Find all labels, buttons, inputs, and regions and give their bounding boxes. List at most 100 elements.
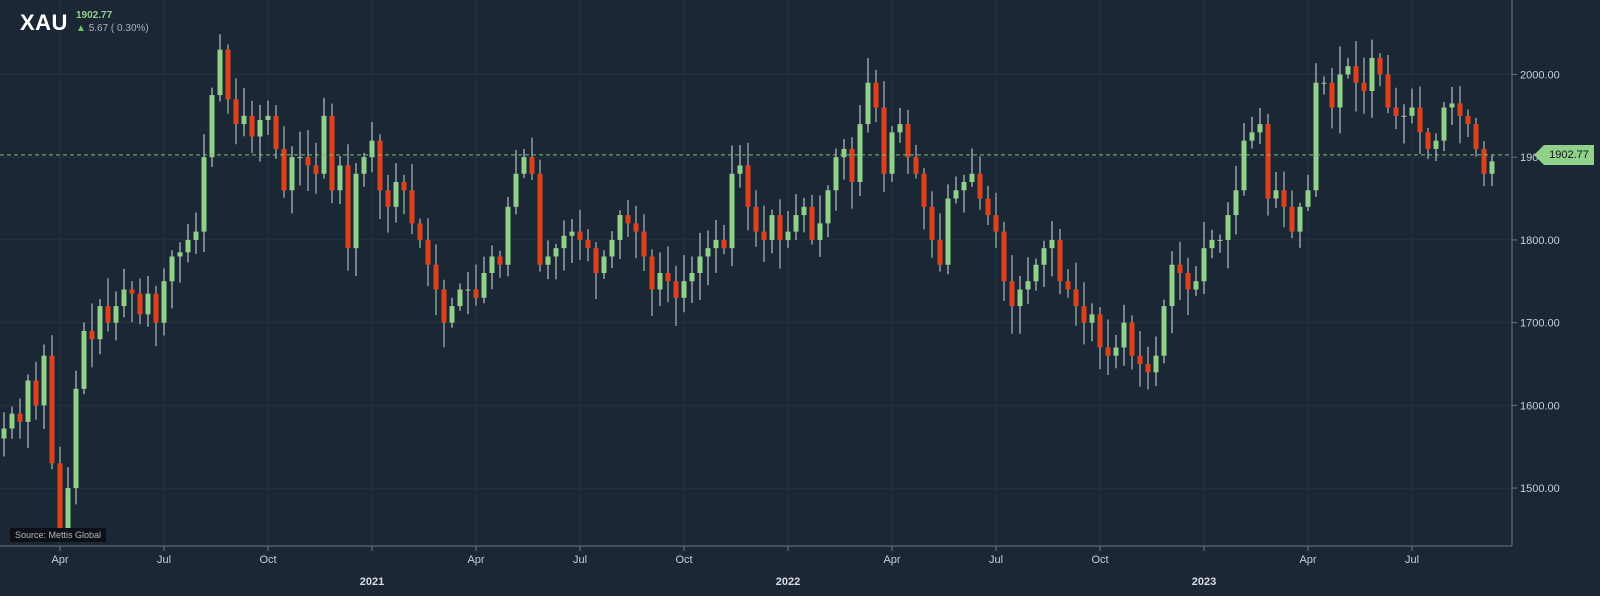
candle-body	[857, 124, 863, 182]
candle-body	[545, 256, 551, 265]
candle-body	[457, 289, 463, 307]
candle-body	[9, 413, 15, 429]
candle-body	[817, 223, 823, 240]
candle	[1169, 251, 1175, 334]
candle	[73, 370, 79, 505]
candle	[1409, 88, 1415, 124]
candle-body	[481, 273, 487, 298]
candle-body	[1433, 140, 1439, 149]
candle-body	[969, 173, 975, 182]
candle	[969, 148, 975, 187]
candle-body	[1249, 132, 1255, 141]
candle	[193, 212, 199, 255]
candle-body	[769, 215, 775, 240]
candles	[1, 34, 1495, 540]
candle	[225, 44, 231, 114]
candle-body	[273, 115, 279, 149]
candle	[673, 265, 679, 326]
candle-body	[1, 428, 7, 439]
candle-body	[913, 157, 919, 174]
y-tick-label: 1700.00	[1520, 318, 1560, 330]
candle	[1385, 55, 1391, 114]
candle	[1025, 257, 1031, 304]
candle-body	[785, 231, 791, 240]
candle	[1345, 57, 1351, 79]
candle	[9, 406, 15, 439]
candle-body	[121, 289, 127, 307]
candle	[1369, 39, 1375, 118]
candle	[649, 249, 655, 316]
candle-body	[1057, 239, 1063, 282]
symbol-label: XAU	[20, 10, 68, 35]
candle	[1201, 221, 1207, 294]
candle	[1233, 165, 1239, 235]
candle-body	[625, 215, 631, 224]
x-tick-label: Oct	[259, 554, 276, 566]
candle-body	[1113, 347, 1119, 356]
candle	[1193, 266, 1199, 296]
candle	[41, 344, 47, 429]
candle	[425, 218, 431, 287]
candle-body	[161, 281, 167, 323]
candle-body	[1265, 124, 1271, 199]
candle	[465, 272, 471, 315]
candle-body	[529, 157, 535, 174]
candle	[1241, 123, 1247, 196]
candle-body	[705, 248, 711, 257]
candle	[25, 374, 31, 448]
candle-body	[737, 165, 743, 174]
candle	[249, 100, 255, 153]
candle-body	[1361, 82, 1367, 91]
candle-body	[241, 115, 247, 125]
candle-body	[201, 157, 207, 232]
candle-body	[1145, 364, 1151, 373]
candle-body	[1049, 239, 1055, 249]
candle	[1297, 202, 1303, 248]
candle-body	[1289, 206, 1295, 232]
candle-body	[1321, 82, 1327, 84]
candle	[233, 78, 239, 145]
candle-body	[417, 223, 423, 240]
candle-body	[337, 165, 343, 191]
candle-body	[1001, 231, 1007, 282]
candle	[1217, 234, 1223, 253]
last-price-tag: 1902.77	[1534, 144, 1594, 165]
candle-body	[793, 215, 799, 232]
candle-body	[777, 215, 783, 240]
y-tick-label: 1800.00	[1520, 235, 1560, 247]
candle	[561, 220, 567, 271]
candle	[857, 105, 863, 196]
y-tick-label: 1600.00	[1520, 400, 1560, 412]
candle	[529, 137, 535, 181]
candle-body	[281, 148, 287, 191]
candle-body	[865, 82, 871, 125]
candle	[945, 184, 951, 275]
candle	[769, 209, 775, 254]
candle-body	[1033, 264, 1039, 282]
candle	[257, 104, 263, 162]
candle	[473, 264, 479, 306]
candle	[705, 230, 711, 286]
candle-body	[513, 173, 519, 207]
candle-body	[401, 182, 407, 191]
candle	[1473, 117, 1479, 157]
candle	[321, 97, 327, 179]
last-price-label: 1902.77	[76, 10, 113, 21]
candle-body	[361, 157, 367, 174]
candle	[361, 152, 367, 187]
y-tick-label: 1500.00	[1520, 483, 1560, 495]
candle	[817, 195, 823, 257]
candle	[1121, 304, 1127, 366]
candle	[1289, 190, 1295, 239]
candle-body	[1169, 264, 1175, 307]
candle-body	[1217, 239, 1223, 241]
candle-body	[1065, 281, 1071, 290]
candle	[1129, 315, 1135, 370]
candle-body	[1481, 148, 1487, 174]
candle-body	[561, 235, 567, 249]
candle	[761, 205, 767, 262]
candle	[689, 256, 695, 303]
candle	[785, 211, 791, 248]
candle-body	[497, 256, 503, 265]
